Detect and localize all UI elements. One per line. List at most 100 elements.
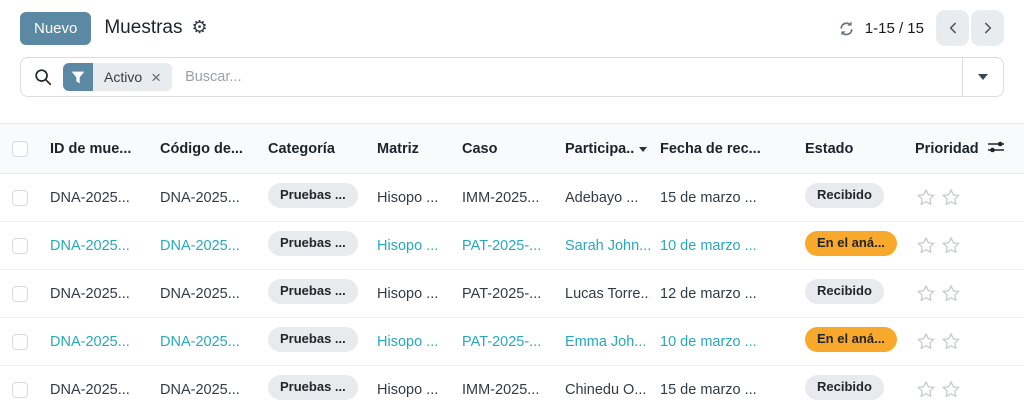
cell-case[interactable]: IMM-2025... bbox=[452, 365, 555, 413]
pager-range: 1-15 / 15 bbox=[864, 19, 924, 37]
gear-icon[interactable]: ⚙ bbox=[191, 17, 208, 38]
select-all-checkbox[interactable] bbox=[12, 140, 28, 157]
page-title: Muestras bbox=[104, 17, 183, 38]
cell-sample-id[interactable]: DNA-2025... bbox=[40, 365, 150, 413]
column-header-status[interactable]: Estado bbox=[795, 123, 905, 174]
star-icon[interactable] bbox=[915, 379, 937, 400]
cell-received-date[interactable]: 12 de marzo ... bbox=[650, 269, 795, 318]
cell-status[interactable]: Recibido bbox=[795, 269, 905, 318]
filter-facet[interactable]: Activo × bbox=[63, 63, 173, 91]
column-header-participant[interactable]: Participa.. bbox=[555, 123, 650, 174]
cell-status[interactable]: En el aná... bbox=[795, 317, 905, 366]
table-row[interactable]: DNA-2025... DNA-2025... Pruebas ... Hiso… bbox=[0, 317, 1024, 366]
star-icon[interactable] bbox=[940, 187, 962, 208]
cell-barcode[interactable]: DNA-2025... bbox=[150, 173, 258, 222]
column-header-category[interactable]: Categoría bbox=[258, 123, 367, 174]
new-button[interactable]: Nuevo bbox=[20, 11, 92, 45]
column-header-case[interactable]: Caso bbox=[452, 123, 555, 174]
column-header-barcode[interactable]: Código de... bbox=[150, 123, 258, 174]
cell-priority[interactable] bbox=[905, 173, 1024, 222]
table-header-row: ID de mue... Código de... Categoría Matr… bbox=[0, 123, 1024, 174]
column-header-priority[interactable]: Prioridad bbox=[905, 123, 1024, 174]
refresh-icon[interactable] bbox=[838, 20, 855, 37]
cell-barcode[interactable]: DNA-2025... bbox=[150, 365, 258, 413]
cell-matrix[interactable]: Hisopo ... bbox=[367, 317, 452, 366]
cell-matrix[interactable]: Hisopo ... bbox=[367, 221, 452, 270]
row-checkbox[interactable] bbox=[12, 237, 28, 254]
filter-icon bbox=[63, 63, 93, 91]
cell-received-date[interactable]: 15 de marzo ... bbox=[650, 173, 795, 222]
star-icon[interactable] bbox=[915, 187, 937, 208]
cell-participant[interactable]: Sarah John... bbox=[555, 221, 650, 270]
cell-case[interactable]: PAT-2025-... bbox=[452, 221, 555, 270]
row-checkbox[interactable] bbox=[12, 333, 28, 350]
category-badge: Pruebas ... bbox=[268, 375, 358, 400]
search-bar: Activo × bbox=[20, 57, 1004, 97]
star-icon[interactable] bbox=[940, 331, 962, 352]
star-icon[interactable] bbox=[940, 379, 962, 400]
cell-matrix[interactable]: Hisopo ... bbox=[367, 269, 452, 318]
search-dropdown-toggle[interactable] bbox=[962, 58, 1003, 96]
cell-category[interactable]: Pruebas ... bbox=[258, 221, 367, 270]
status-badge: En el aná... bbox=[805, 327, 897, 352]
cell-participant[interactable]: Chinedu O... bbox=[555, 365, 650, 413]
cell-status[interactable]: Recibido bbox=[795, 173, 905, 222]
cell-priority[interactable] bbox=[905, 221, 1024, 270]
star-icon[interactable] bbox=[915, 235, 937, 256]
cell-case[interactable]: IMM-2025... bbox=[452, 173, 555, 222]
pager-next-button[interactable] bbox=[971, 10, 1004, 46]
cell-category[interactable]: Pruebas ... bbox=[258, 317, 367, 366]
cell-received-date[interactable]: 10 de marzo ... bbox=[650, 317, 795, 366]
filter-facet-body: Activo × bbox=[93, 63, 173, 91]
column-header-sample-id[interactable]: ID de mue... bbox=[40, 123, 150, 174]
star-icon[interactable] bbox=[940, 235, 962, 256]
cell-received-date[interactable]: 15 de marzo ... bbox=[650, 365, 795, 413]
table-row[interactable]: DNA-2025... DNA-2025... Pruebas ... Hiso… bbox=[0, 269, 1024, 318]
cell-barcode[interactable]: DNA-2025... bbox=[150, 221, 258, 270]
status-badge: Recibido bbox=[805, 183, 884, 208]
cell-sample-id[interactable]: DNA-2025... bbox=[40, 173, 150, 222]
cell-sample-id[interactable]: DNA-2025... bbox=[40, 269, 150, 318]
star-icon[interactable] bbox=[915, 331, 937, 352]
star-icon[interactable] bbox=[940, 283, 962, 304]
cell-matrix[interactable]: Hisopo ... bbox=[367, 173, 452, 222]
optional-columns-icon[interactable] bbox=[987, 140, 1005, 158]
cell-priority[interactable] bbox=[905, 269, 1024, 318]
cell-case[interactable]: PAT-2025-... bbox=[452, 269, 555, 318]
cell-priority[interactable] bbox=[905, 365, 1024, 413]
row-checkbox[interactable] bbox=[12, 381, 28, 398]
cell-category[interactable]: Pruebas ... bbox=[258, 173, 367, 222]
cell-status[interactable]: En el aná... bbox=[795, 221, 905, 270]
cell-barcode[interactable]: DNA-2025... bbox=[150, 317, 258, 366]
cell-priority[interactable] bbox=[905, 317, 1024, 366]
row-checkbox[interactable] bbox=[12, 189, 28, 206]
search-input[interactable] bbox=[185, 69, 962, 85]
pager-previous-button[interactable] bbox=[936, 10, 969, 46]
column-header-matrix[interactable]: Matriz bbox=[367, 123, 452, 174]
category-badge: Pruebas ... bbox=[268, 231, 358, 256]
close-icon[interactable]: × bbox=[151, 67, 162, 87]
cell-participant[interactable]: Emma Joh... bbox=[555, 317, 650, 366]
cell-case[interactable]: PAT-2025-... bbox=[452, 317, 555, 366]
pager-nav bbox=[936, 10, 1004, 46]
column-header-received-date[interactable]: Fecha de rec... bbox=[650, 123, 795, 174]
cell-status[interactable]: Recibido bbox=[795, 365, 905, 413]
table-row[interactable]: DNA-2025... DNA-2025... Pruebas ... Hiso… bbox=[0, 365, 1024, 413]
table-row[interactable]: DNA-2025... DNA-2025... Pruebas ... Hiso… bbox=[0, 221, 1024, 270]
table-row[interactable]: DNA-2025... DNA-2025... Pruebas ... Hiso… bbox=[0, 173, 1024, 222]
filter-facet-label: Activo bbox=[104, 69, 143, 85]
cell-participant[interactable]: Adebayo ... bbox=[555, 173, 650, 222]
cell-matrix[interactable]: Hisopo ... bbox=[367, 365, 452, 413]
cell-barcode[interactable]: DNA-2025... bbox=[150, 269, 258, 318]
row-checkbox[interactable] bbox=[12, 285, 28, 302]
cell-category[interactable]: Pruebas ... bbox=[258, 269, 367, 318]
cell-sample-id[interactable]: DNA-2025... bbox=[40, 317, 150, 366]
cell-category[interactable]: Pruebas ... bbox=[258, 365, 367, 413]
status-badge: Recibido bbox=[805, 375, 884, 400]
cell-sample-id[interactable]: DNA-2025... bbox=[40, 221, 150, 270]
sort-desc-icon bbox=[639, 147, 648, 152]
star-icon[interactable] bbox=[915, 283, 937, 304]
cell-received-date[interactable]: 10 de marzo ... bbox=[650, 221, 795, 270]
cell-participant[interactable]: Lucas Torre... bbox=[555, 269, 650, 318]
column-header-priority-label: Prioridad bbox=[915, 140, 979, 157]
